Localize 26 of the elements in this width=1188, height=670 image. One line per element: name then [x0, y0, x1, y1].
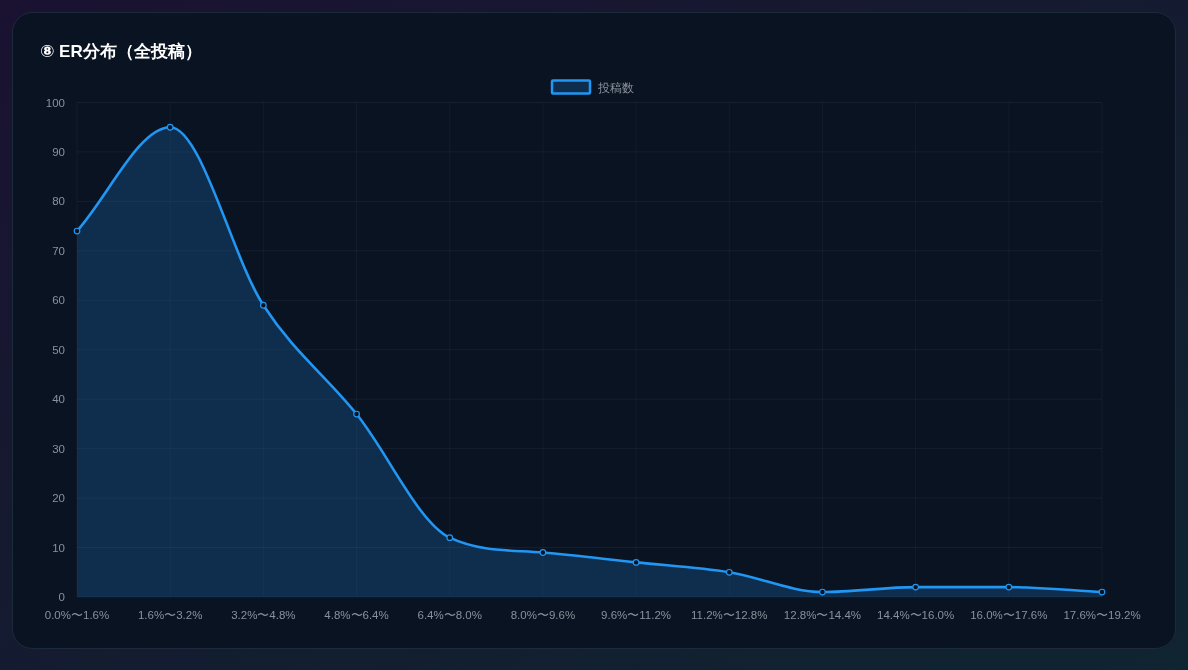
y-tick-label: 100 [45, 96, 65, 109]
y-tick-label: 30 [52, 442, 65, 455]
y-tick-label: 80 [52, 195, 65, 208]
legend: 投稿数 [550, 79, 634, 95]
x-tick-label: 14.4%〜16.0% [877, 609, 955, 621]
y-tick-label: 60 [52, 294, 65, 307]
x-tick-label: 17.6%〜19.2% [1063, 609, 1141, 621]
y-tick-label: 90 [52, 145, 65, 158]
x-tick-label: 11.2%〜12.8% [691, 609, 768, 621]
x-tick-label: 3.2%〜4.8% [231, 609, 296, 621]
x-tick-label: 4.8%〜6.4% [324, 609, 389, 621]
y-tick-label: 50 [52, 343, 65, 356]
y-tick-label: 10 [52, 541, 65, 554]
x-tick-label: 0.0%〜1.6% [44, 609, 110, 621]
x-tick-label: 6.4%〜8.0% [417, 609, 482, 621]
y-tick-label: 70 [52, 244, 65, 257]
x-tick-label: 9.6%〜11.2% [601, 609, 672, 621]
y-tick-label: 40 [52, 393, 65, 406]
x-tick-label: 12.8%〜14.4% [783, 609, 862, 621]
x-tick-label: 16.0%〜17.6% [970, 609, 1048, 621]
x-tick-label: 8.0%〜9.6% [510, 609, 576, 621]
y-tick-label: 20 [52, 492, 65, 505]
y-tick-label: 0 [58, 591, 65, 603]
x-tick-label: 1.6%〜3.2% [137, 609, 203, 621]
chart-title: ⑧ ER分布（全投稿） [40, 42, 202, 61]
legend-label: 投稿数 [597, 80, 634, 95]
